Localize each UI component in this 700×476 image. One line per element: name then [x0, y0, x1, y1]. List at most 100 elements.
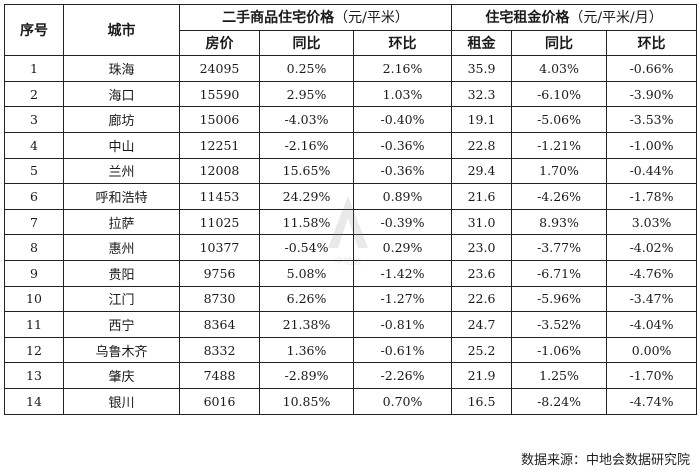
cell-city: 珠海	[63, 55, 180, 82]
cell-rent-mom: -4.02%	[606, 234, 698, 261]
cell-rent-yoy: 8.93%	[511, 208, 608, 236]
table-row: 10 江门 8730 6.26% -1.27% 22.6 -5.96% -3.47%	[4, 285, 698, 313]
cell-rent-mom: -0.44%	[606, 157, 698, 185]
cell-price: 24095	[179, 55, 260, 82]
cell-yoy: 10.85%	[259, 387, 354, 415]
cell-rent-mom: 0.00%	[606, 336, 698, 364]
cell-mom: -0.61%	[352, 336, 453, 364]
cell-city: 惠州	[63, 234, 180, 261]
cell-rent: 19.1	[451, 106, 513, 133]
cell-yoy: 5.08%	[259, 259, 354, 287]
cell-city: 呼和浩特	[63, 183, 180, 210]
table-row: 6 呼和浩特 11453 24.29% 0.89% 21.6 -4.26% -1.78%	[4, 183, 698, 210]
header-rent-unit: （元/平米/月）	[569, 10, 663, 27]
header-secondhand-unit: （元/平米）	[334, 10, 409, 27]
cell-mom: -0.81%	[352, 311, 453, 338]
header-rent-title: 住宅租金价格	[485, 10, 570, 27]
header-city: 城市	[63, 3, 180, 57]
cell-price: 15590	[179, 80, 260, 108]
table-row: 8 惠州 10377 -0.54% 0.29% 23.0 -3.77% -4.02%	[4, 234, 698, 261]
cell-price: 7488	[179, 362, 260, 389]
cell-yoy: -0.54%	[259, 234, 354, 261]
cell-rent-mom: -4.74%	[606, 387, 698, 415]
cell-price: 9756	[179, 259, 260, 287]
cell-price: 10377	[179, 234, 260, 261]
cell-rent-mom: 3.03%	[606, 208, 698, 236]
cell-mom: -0.40%	[352, 106, 453, 133]
cell-yoy: -2.16%	[259, 131, 354, 159]
cell-mom: -1.27%	[352, 285, 453, 313]
cell-yoy: -2.89%	[259, 362, 354, 389]
cell-rent-mom: -3.90%	[606, 80, 698, 108]
table-body: 1 珠海 24095 0.25% 2.16% 35.9 4.03% -0.66% 2 海口 1559…	[4, 55, 698, 415]
header-secondhand-title: 二手商品住宅价格	[222, 10, 335, 27]
cell-rank: 12	[4, 336, 64, 364]
cell-rank: 10	[4, 285, 64, 313]
cell-rent-mom: -1.78%	[606, 183, 698, 210]
cell-rent: 35.9	[451, 55, 513, 82]
cell-rent-yoy: 1.70%	[511, 157, 608, 185]
cell-yoy: 24.29%	[259, 183, 354, 210]
cell-rent-yoy: 1.25%	[511, 362, 608, 389]
price-table: 序号 城市 二手商品住宅价格（元/平米） 住宅租金价格（元/平米/月） 房价 同…	[4, 3, 698, 415]
cell-rent-yoy: -8.24%	[511, 387, 608, 415]
cell-rank: 2	[4, 80, 64, 108]
cell-city: 兰州	[63, 157, 180, 185]
cell-yoy: 1.36%	[259, 336, 354, 364]
cell-rent-yoy: -3.77%	[511, 234, 608, 261]
cell-rank: 6	[4, 183, 64, 210]
cell-rent: 22.6	[451, 285, 513, 313]
cell-mom: -2.26%	[352, 362, 453, 389]
cell-rent-mom: -1.00%	[606, 131, 698, 159]
cell-rent: 22.8	[451, 131, 513, 159]
cell-rent: 32.3	[451, 80, 513, 108]
cell-rank: 3	[4, 106, 64, 133]
header-rank: 序号	[4, 3, 64, 57]
cell-rent-mom: -4.04%	[606, 311, 698, 338]
cell-price: 12251	[179, 131, 260, 159]
cell-city: 西宁	[63, 311, 180, 338]
cell-rent-mom: -0.66%	[606, 55, 698, 82]
table-row: 7 拉萨 11025 11.58% -0.39% 31.0 8.93% 3.03%	[4, 208, 698, 236]
cell-mom: 1.03%	[352, 80, 453, 108]
cell-rent-yoy: 4.03%	[511, 55, 608, 82]
cell-mom: -0.36%	[352, 131, 453, 159]
cell-yoy: 2.95%	[259, 80, 354, 108]
cell-rent: 29.4	[451, 157, 513, 185]
cell-yoy: 0.25%	[259, 55, 354, 82]
cell-rank: 9	[4, 259, 64, 287]
cell-rank: 14	[4, 387, 64, 415]
cell-rank: 13	[4, 362, 64, 389]
cell-city: 银川	[63, 387, 180, 415]
cell-rent: 25.2	[451, 336, 513, 364]
cell-city: 中山	[63, 131, 180, 159]
cell-city: 江门	[63, 285, 180, 313]
cell-rank: 5	[4, 157, 64, 185]
cell-yoy: 11.58%	[259, 208, 354, 236]
data-source-note: 数据来源：中地会数据研究院	[520, 453, 690, 468]
cell-rent-yoy: -6.10%	[511, 80, 608, 108]
cell-rank: 4	[4, 131, 64, 159]
cell-rent-yoy: -3.52%	[511, 311, 608, 338]
header-rent: 租金	[451, 29, 513, 57]
header-rent-group: 住宅租金价格（元/平米/月）	[451, 4, 698, 31]
table-row: 12 乌鲁木齐 8332 1.36% -0.61% 25.2 -1.06% 0.00%	[4, 336, 698, 364]
cell-rent-mom: -1.70%	[606, 362, 698, 389]
cell-mom: -0.36%	[352, 157, 453, 185]
cell-rent: 24.7	[451, 311, 513, 338]
header-price: 房价	[179, 29, 260, 57]
cell-rent: 31.0	[451, 208, 513, 236]
table-row: 5 兰州 12008 15.65% -0.36% 29.4 1.70% -0.44%	[4, 157, 698, 185]
cell-price: 8332	[179, 336, 260, 364]
header-yoy: 同比	[259, 29, 354, 57]
table-row: 1 珠海 24095 0.25% 2.16% 35.9 4.03% -0.66%	[4, 55, 698, 82]
cell-rent-yoy: -6.71%	[511, 259, 608, 287]
header-rent-mom: 环比	[606, 29, 698, 57]
cell-rent-mom: -3.47%	[606, 285, 698, 313]
cell-price: 11025	[179, 208, 260, 236]
table-row: 2 海口 15590 2.95% 1.03% 32.3 -6.10% -3.90%	[4, 80, 698, 108]
cell-rent: 21.9	[451, 362, 513, 389]
cell-rank: 11	[4, 311, 64, 338]
cell-rank: 7	[4, 208, 64, 236]
cell-yoy: -4.03%	[259, 106, 354, 133]
